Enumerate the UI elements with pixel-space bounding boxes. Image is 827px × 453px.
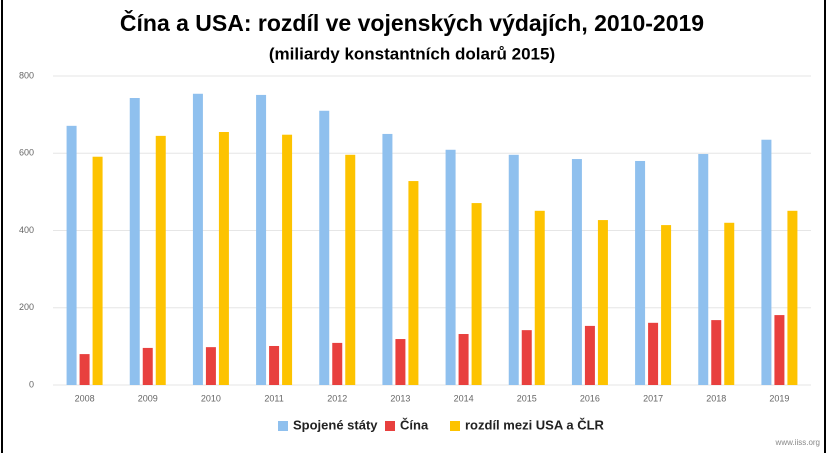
x-tick-label: 2014 [454, 393, 474, 403]
bar [787, 210, 798, 385]
legend-swatch [385, 421, 395, 431]
bar [711, 320, 722, 385]
bar [332, 342, 343, 385]
bar [534, 210, 545, 385]
legend-label: Čína [400, 417, 429, 432]
bar [155, 135, 166, 385]
bar [648, 322, 659, 385]
source: www.iiss.org [775, 438, 820, 447]
y-tick-label: 0 [29, 379, 34, 389]
bar [205, 347, 216, 385]
bar [508, 154, 519, 385]
bar [521, 330, 532, 385]
bar [408, 181, 419, 385]
bar [256, 94, 267, 386]
x-tick-label: 2009 [138, 393, 158, 403]
chart-title: Čína a USA: rozdíl ve vojenských výdajíc… [120, 9, 704, 36]
y-tick-label: 200 [19, 302, 34, 312]
bar [445, 149, 456, 385]
x-tick-label: 2015 [517, 393, 537, 403]
x-tick-label: 2011 [264, 393, 283, 403]
bar [395, 339, 406, 385]
bar [471, 203, 482, 385]
bar [698, 154, 709, 385]
x-tick-label: 2013 [390, 393, 410, 403]
bar [635, 160, 646, 385]
bar [571, 159, 582, 385]
x-tick-label: 2019 [769, 393, 789, 403]
legend-swatch [450, 421, 460, 431]
x-tick-label: 2016 [580, 393, 600, 403]
legend-swatch [278, 421, 288, 431]
legend-label: rozdíl mezi USA a ČLR [465, 417, 605, 432]
bar [79, 354, 90, 385]
y-tick-label: 800 [19, 70, 34, 80]
bar [319, 110, 330, 385]
bar [761, 139, 772, 385]
bar [597, 220, 608, 385]
x-tick-label: 2008 [75, 393, 95, 403]
bar [129, 98, 140, 386]
bar [584, 325, 595, 385]
bar [345, 154, 356, 385]
x-tick-label: 2012 [327, 393, 347, 403]
legend-label: Spojené státy [293, 417, 378, 432]
y-tick-label: 400 [19, 225, 34, 235]
x-tick-label: 2018 [706, 393, 726, 403]
bar [142, 347, 153, 385]
x-tick-label: 2017 [643, 393, 663, 403]
bar [218, 132, 229, 385]
bar [458, 334, 469, 385]
bar [192, 93, 203, 385]
bar [382, 133, 393, 385]
x-tick-label: 2010 [201, 393, 221, 403]
bar [661, 225, 672, 385]
bar [774, 315, 785, 385]
bar [282, 134, 293, 385]
bar [269, 345, 280, 385]
y-tick-label: 600 [19, 148, 34, 158]
bar [66, 125, 77, 386]
bar [724, 222, 735, 385]
chart-subtitle: (miliardy konstantních dolarů 2015) [269, 44, 555, 63]
bar [92, 156, 103, 385]
